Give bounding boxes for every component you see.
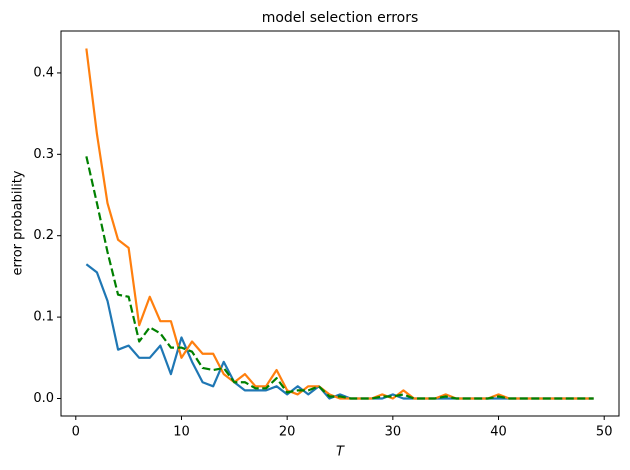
y-tick-label: 0.1 <box>33 310 54 325</box>
x-tick-label: 30 <box>385 425 402 440</box>
chart-title: model selection errors <box>262 10 419 26</box>
x-tick-label: 50 <box>596 425 613 440</box>
x-axis-label: T <box>336 445 345 460</box>
y-tick-label: 0.3 <box>33 147 54 162</box>
x-tick-label: 20 <box>279 425 296 440</box>
data-line <box>85 156 594 400</box>
data-line <box>85 48 594 400</box>
plot-frame <box>60 30 620 417</box>
y-axis-label: error probability <box>11 170 26 275</box>
y-tick-label: 0.4 <box>33 65 54 80</box>
x-tick-label: 10 <box>173 425 190 440</box>
data-line <box>85 263 594 400</box>
y-tick-label: 0.2 <box>33 228 54 243</box>
x-tick-label: 40 <box>490 425 507 440</box>
x-tick-label: 0 <box>72 425 80 440</box>
y-tick-label: 0.0 <box>33 391 54 406</box>
